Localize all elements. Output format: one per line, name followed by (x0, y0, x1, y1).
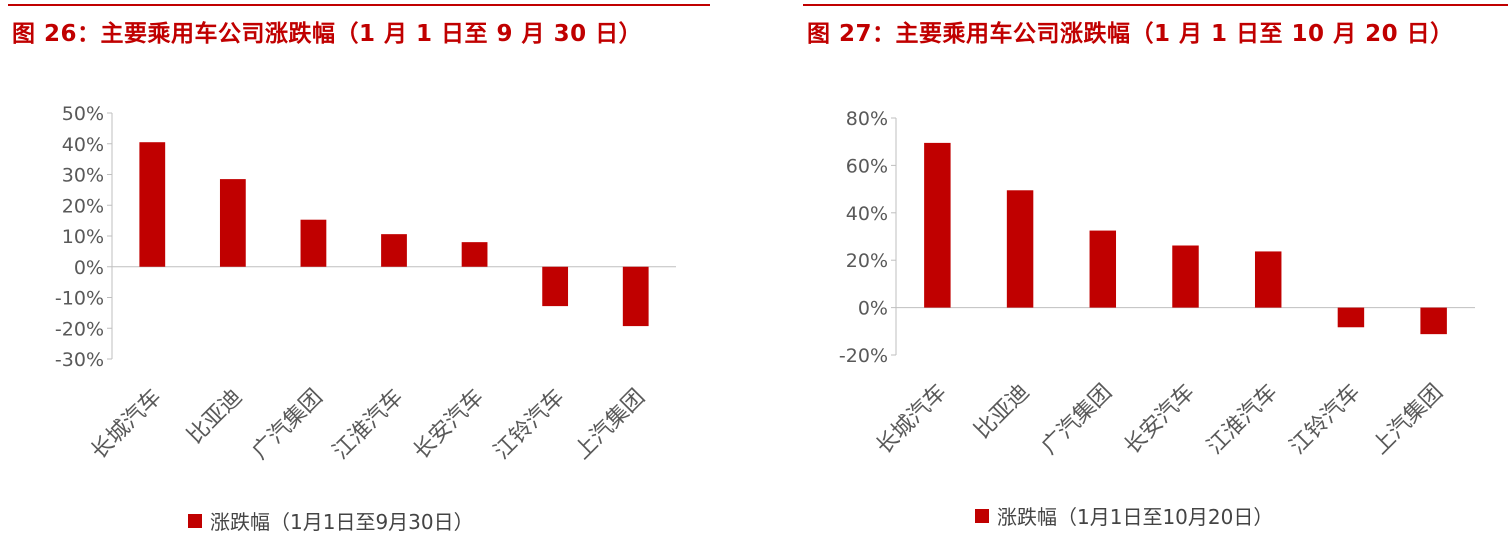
bar-chart: 50% 40% 30% 20% 10% 0% -10% -20% -30% 长城汽车 比亚迪 广汽集团… (55, 103, 676, 465)
category-label: 比亚迪 (183, 385, 247, 449)
legend-swatch (188, 513, 202, 528)
bar (461, 242, 488, 267)
y-tick-label: -30% (55, 349, 104, 371)
category-label: 上汽集团 (1368, 380, 1448, 460)
category-label: 比亚迪 (970, 380, 1034, 444)
bar (1172, 245, 1199, 308)
legend: 涨跌幅（1月1日至10月20日） (975, 501, 1273, 530)
y-tick-label: 20% (846, 250, 888, 272)
legend-label: 涨跌幅（1月1日至10月20日） (997, 505, 1274, 529)
category-label: 江淮汽车 (328, 385, 408, 465)
y-tick-label: 40% (62, 134, 104, 156)
y-tick-label: 10% (62, 226, 104, 248)
bar (924, 142, 951, 308)
category-label: 广汽集团 (1037, 380, 1117, 460)
bar (622, 266, 649, 327)
y-tick-label: 0% (858, 298, 888, 320)
y-tick-label: 80% (846, 108, 888, 130)
category-label: 江铃汽车 (1285, 380, 1365, 460)
y-tick-label: -20% (55, 318, 104, 340)
category-label: 上汽集团 (570, 385, 650, 465)
legend: 涨跌幅（1月1日至9月30日） (188, 506, 474, 535)
chart-panel-right: 图 27：主要乘用车公司涨跌幅（1 月 1 日至 10 月 20 日） 80% 6… (795, 0, 1508, 560)
category-label: 江淮汽车 (1203, 380, 1283, 460)
category-label: 长城汽车 (87, 385, 167, 465)
bar (1006, 190, 1034, 308)
bar-chart: 80% 60% 40% 20% 0% -20% 长城汽车 比亚迪 广汽集团 长安汽车 江淮汽车 江铃汽… (839, 108, 1475, 460)
legend-swatch (975, 508, 989, 523)
bar (1254, 251, 1282, 308)
y-tick-label: -20% (839, 345, 888, 367)
title-rule (803, 4, 1508, 6)
bar (381, 234, 407, 267)
y-tick-label: 40% (846, 203, 888, 225)
bar (139, 142, 166, 267)
y-tick-label: 60% (846, 155, 888, 177)
category-label: 江铃汽车 (489, 385, 569, 465)
chart-panel-left: 图 26：主要乘用车公司涨跌幅（1 月 1 日至 9 月 30 日） 50% 40… (0, 0, 710, 560)
chart-title: 图 26：主要乘用车公司涨跌幅（1 月 1 日至 9 月 30 日） (12, 21, 643, 47)
legend-label: 涨跌幅（1月1日至9月30日） (210, 510, 474, 534)
bar (1089, 230, 1117, 308)
bar (542, 266, 569, 307)
bar (1420, 307, 1447, 335)
title-rule (8, 4, 710, 6)
y-tick-label: 0% (74, 257, 104, 279)
y-tick-label: -10% (55, 288, 104, 310)
category-label: 长城汽车 (872, 380, 952, 460)
category-label: 长安汽车 (409, 385, 489, 465)
category-label: 广汽集团 (248, 385, 328, 465)
bar (300, 219, 327, 267)
bar (1337, 307, 1365, 328)
category-label: 长安汽车 (1120, 380, 1200, 460)
bar (219, 179, 246, 267)
chart-title: 图 27：主要乘用车公司涨跌幅（1 月 1 日至 10 月 20 日） (807, 21, 1454, 47)
y-tick-label: 20% (62, 195, 104, 217)
y-tick-label: 50% (62, 103, 104, 125)
y-tick-label: 30% (62, 165, 104, 187)
